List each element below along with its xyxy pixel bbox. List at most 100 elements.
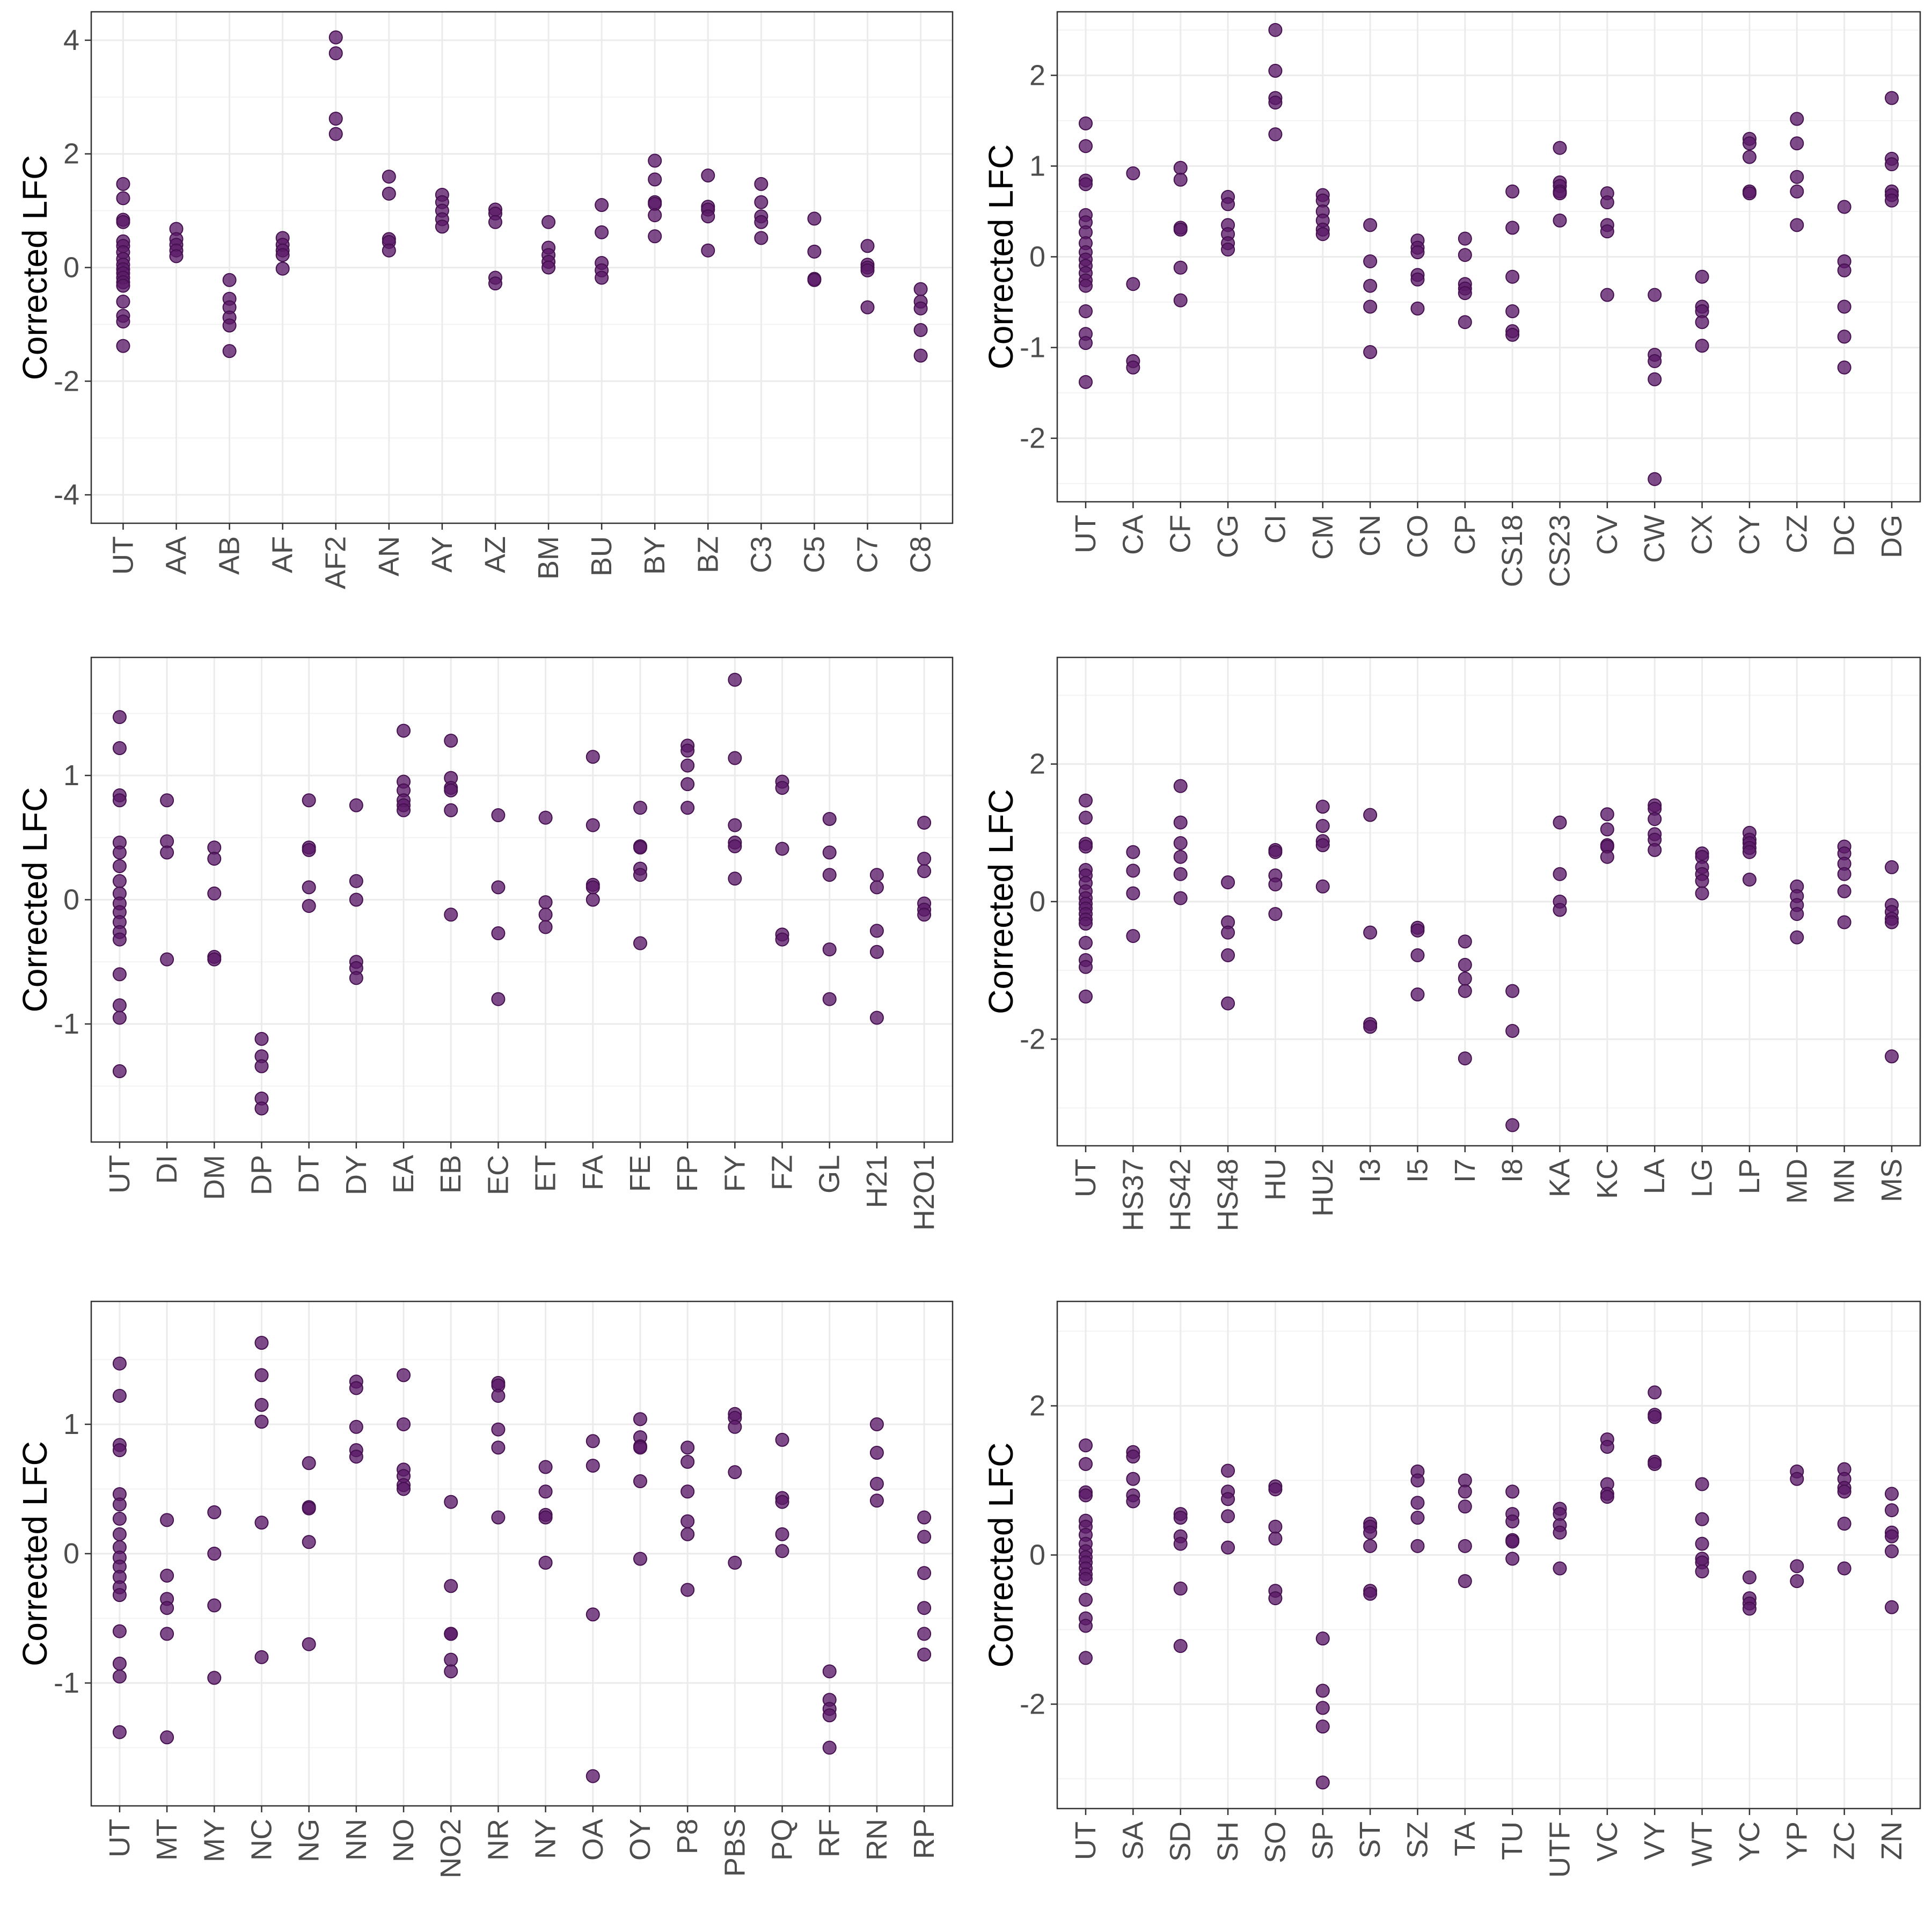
- data-point-DY: [349, 798, 363, 813]
- data-point-HU2: [1315, 800, 1330, 814]
- x-tick-label-AF: AF: [267, 536, 299, 573]
- data-point-MT: [160, 1601, 174, 1615]
- data-point-NO: [397, 1417, 411, 1431]
- data-point-CN: [1363, 345, 1378, 360]
- data-point-NO2: [444, 1664, 458, 1679]
- data-point-FP: [680, 758, 695, 773]
- data-point-RF: [822, 1740, 837, 1755]
- data-point-CV: [1600, 288, 1614, 302]
- data-point-FP: [680, 777, 695, 792]
- data-point-H2O1: [917, 908, 932, 922]
- data-point-NO2: [444, 1627, 458, 1641]
- data-point-UT: [112, 932, 127, 947]
- data-point-NC: [254, 1516, 269, 1530]
- data-point-ZN: [1884, 1529, 1899, 1543]
- data-point-UT: [1079, 279, 1093, 293]
- data-point-DG: [1884, 91, 1899, 105]
- data-point-MN: [1837, 915, 1851, 930]
- x-tick-label-NG: NG: [293, 1819, 325, 1862]
- data-point-SD: [1173, 1511, 1188, 1525]
- data-point-HU: [1268, 877, 1283, 891]
- data-point-CN: [1363, 218, 1378, 232]
- x-tick-label-LA: LA: [1638, 1159, 1671, 1194]
- data-point-FY: [728, 872, 742, 886]
- data-point-CZ: [1790, 136, 1804, 151]
- data-point-NC: [254, 1650, 269, 1664]
- data-point-AB: [222, 318, 237, 333]
- data-point-CF: [1173, 222, 1188, 237]
- data-point-SA: [1126, 1494, 1140, 1509]
- x-tick-label-FE: FE: [624, 1155, 656, 1192]
- data-point-H21: [869, 1011, 884, 1025]
- x-tick-label-NY: NY: [530, 1819, 562, 1859]
- x-tick-label-I3: I3: [1354, 1159, 1386, 1183]
- data-point-EC: [491, 880, 506, 895]
- data-point-KC: [1600, 850, 1614, 864]
- data-point-TA: [1458, 1499, 1472, 1514]
- data-point-AN: [382, 243, 396, 258]
- x-tick-label-GL: GL: [814, 1155, 846, 1194]
- data-point-CY: [1742, 186, 1757, 201]
- x-tick-label-KA: KA: [1544, 1159, 1576, 1197]
- data-point-DP: [254, 1059, 269, 1073]
- data-point-CI: [1268, 96, 1283, 110]
- x-tick-label-EA: EA: [387, 1155, 420, 1194]
- x-tick-label-AF2: AF2: [320, 536, 352, 589]
- data-point-MD: [1790, 930, 1804, 945]
- data-point-AN: [382, 186, 396, 201]
- data-point-CA: [1126, 277, 1140, 291]
- data-point-AB: [222, 273, 237, 287]
- x-tick-label-CS23: CS23: [1544, 515, 1576, 587]
- data-point-MN: [1837, 884, 1851, 898]
- data-point-FY: [728, 672, 742, 687]
- data-point-EC: [491, 808, 506, 823]
- data-point-BY: [648, 208, 662, 223]
- data-point-GL: [822, 942, 837, 957]
- x-tick-label-RN: RN: [861, 1819, 893, 1861]
- data-point-C7: [860, 239, 875, 253]
- data-point-OA: [586, 1607, 600, 1622]
- data-point-BZ: [701, 209, 715, 224]
- x-tick-label-I5: I5: [1401, 1159, 1433, 1183]
- x-tick-label-RP: RP: [908, 1819, 940, 1859]
- data-point-LG: [1695, 874, 1709, 888]
- data-point-EB: [444, 803, 458, 817]
- data-point-YC: [1742, 1570, 1757, 1585]
- data-point-NO: [397, 1482, 411, 1496]
- data-point-UT: [112, 1527, 127, 1541]
- data-point-I8: [1505, 1023, 1520, 1038]
- data-point-PBS: [728, 1465, 742, 1480]
- data-point-AF2: [328, 30, 343, 45]
- x-tick-label-YP: YP: [1781, 1821, 1813, 1860]
- data-point-AZ: [488, 276, 502, 291]
- x-tick-label-LP: LP: [1733, 1159, 1766, 1194]
- x-tick-label-H2O1: H2O1: [908, 1155, 940, 1231]
- data-point-PQ: [775, 1544, 789, 1558]
- data-point-UT: [116, 215, 130, 229]
- data-point-UT: [1079, 336, 1093, 350]
- data-point-EC: [491, 926, 506, 941]
- data-point-CV: [1600, 224, 1614, 239]
- data-point-UT: [116, 295, 130, 309]
- data-point-FE: [633, 840, 647, 855]
- data-point-EA: [397, 803, 411, 817]
- data-point-NO2: [444, 1495, 458, 1509]
- data-point-CI: [1268, 127, 1283, 142]
- x-tick-label-VC: VC: [1591, 1821, 1623, 1862]
- data-point-SH: [1221, 1492, 1235, 1506]
- data-point-C3: [754, 231, 769, 245]
- data-point-I7: [1458, 1051, 1472, 1066]
- data-point-CO: [1410, 301, 1425, 316]
- data-point-RN: [869, 1494, 884, 1508]
- data-point-CX: [1695, 339, 1709, 353]
- data-point-SA: [1126, 1472, 1140, 1486]
- x-tick-label-NR: NR: [482, 1819, 514, 1861]
- data-point-HS37: [1126, 929, 1140, 943]
- data-point-MT: [160, 1730, 174, 1745]
- x-tick-label-CM: CM: [1307, 515, 1339, 560]
- data-point-FP: [680, 801, 695, 815]
- x-tick-label-AB: AB: [214, 536, 246, 575]
- x-tick-label-YC: YC: [1733, 1821, 1766, 1862]
- data-point-BZ: [701, 168, 715, 182]
